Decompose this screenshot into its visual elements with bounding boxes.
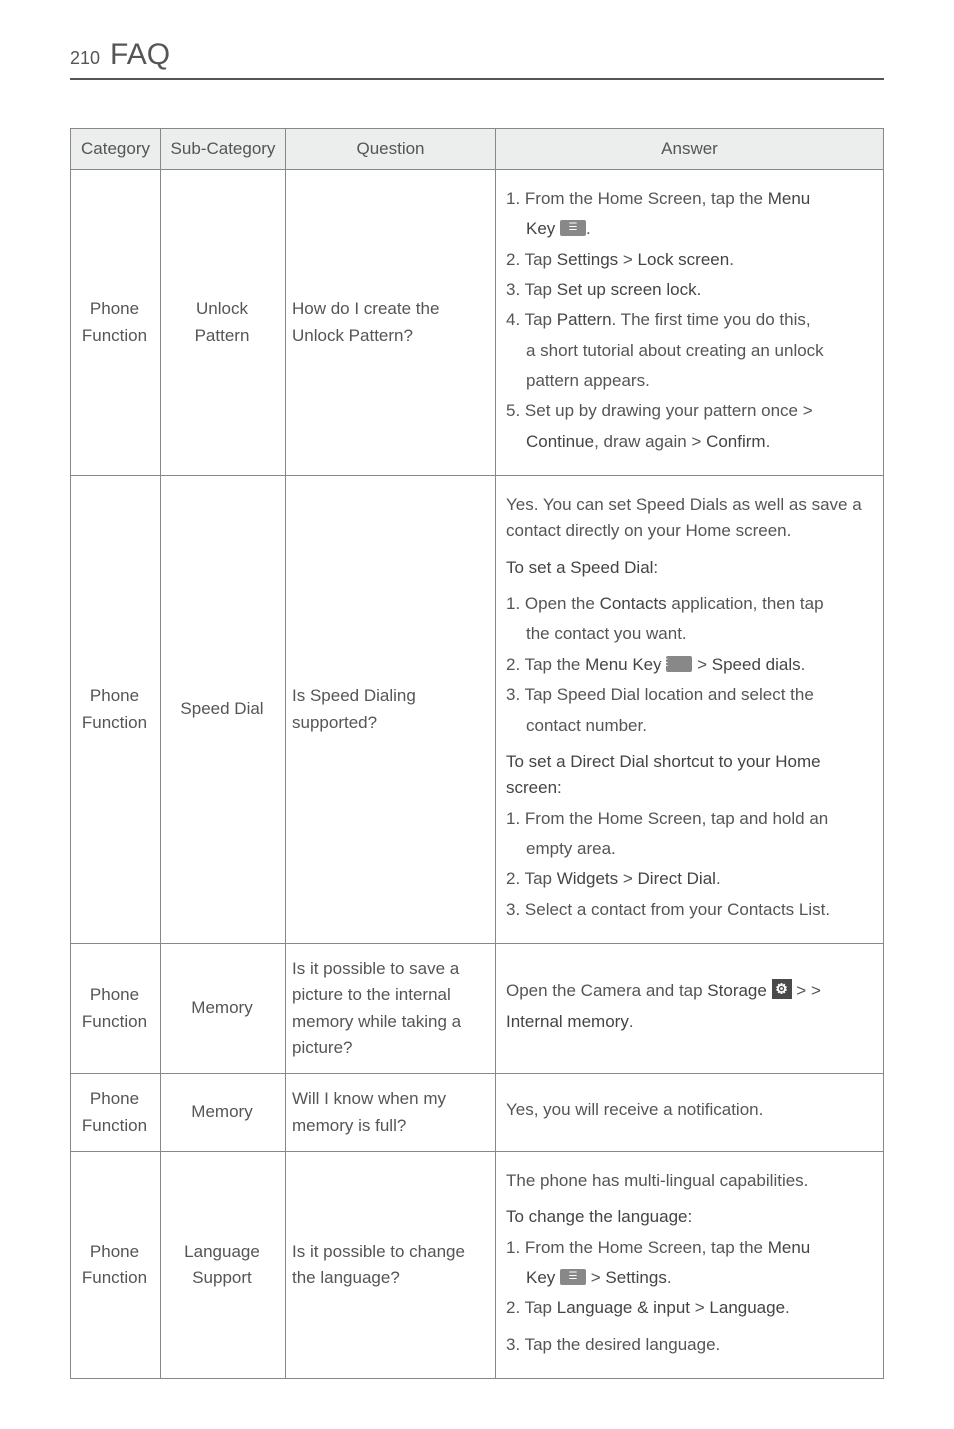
col-answer: Answer bbox=[496, 129, 884, 170]
answer-line: Continue, draw again > Confirm. bbox=[506, 429, 871, 455]
cell-category: Phone Function bbox=[71, 1074, 161, 1152]
answer-line: 1. From the Home Screen, tap the Menu bbox=[506, 1235, 871, 1261]
table-header-row: Category Sub-Category Question Answer bbox=[71, 129, 884, 170]
answer-line: the contact you want. bbox=[506, 621, 871, 647]
answer-line: 5. Set up by drawing your pattern once > bbox=[506, 398, 871, 424]
answer-line: To set a Speed Dial: bbox=[506, 555, 871, 581]
page-header: 210 FAQ bbox=[70, 38, 884, 80]
answer-line: 4. Tap Pattern. The first time you do th… bbox=[506, 307, 871, 333]
cell-subcategory: Unlock Pattern bbox=[161, 170, 286, 476]
col-question: Question bbox=[286, 129, 496, 170]
cell-category: Phone Function bbox=[71, 1151, 161, 1378]
answer-line: Yes, you will receive a notification. bbox=[506, 1097, 871, 1123]
col-subcategory: Sub-Category bbox=[161, 129, 286, 170]
answer-line: empty area. bbox=[506, 836, 871, 862]
answer-line: 2. Tap the Menu Key > Speed dials. bbox=[506, 652, 871, 678]
menu-key-icon bbox=[560, 1269, 586, 1285]
answer-line: 2. Tap Widgets > Direct Dial. bbox=[506, 866, 871, 892]
col-category: Category bbox=[71, 129, 161, 170]
answer-line: pattern appears. bbox=[506, 368, 871, 394]
answer-line: To set a Direct Dial shortcut to your Ho… bbox=[506, 749, 871, 802]
cell-category: Phone Function bbox=[71, 170, 161, 476]
answer-line: 3. Tap Speed Dial location and select th… bbox=[506, 682, 871, 708]
menu-key-icon bbox=[560, 220, 586, 236]
page-title: FAQ bbox=[110, 38, 170, 72]
cell-question: Will I know when my memory is full? bbox=[286, 1074, 496, 1152]
cell-question: Is it possible to change the language? bbox=[286, 1151, 496, 1378]
answer-line: 1. Open the Contacts application, then t… bbox=[506, 591, 871, 617]
answer-line: a short tutorial about creating an unloc… bbox=[506, 338, 871, 364]
faq-table: Category Sub-Category Question Answer Ph… bbox=[70, 128, 884, 1379]
cell-subcategory: Speed Dial bbox=[161, 476, 286, 944]
cell-answer: 1. From the Home Screen, tap the Menu Key… bbox=[496, 170, 884, 476]
cell-question: How do I create the Unlock Pattern? bbox=[286, 170, 496, 476]
cell-category: Phone Function bbox=[71, 476, 161, 944]
table-row: Phone FunctionLanguage SupportIs it poss… bbox=[71, 1151, 884, 1378]
answer-line: 1. From the Home Screen, tap the Menu bbox=[506, 186, 871, 212]
cell-category: Phone Function bbox=[71, 943, 161, 1073]
table-row: Phone FunctionSpeed DialIs Speed Dialing… bbox=[71, 476, 884, 944]
cell-question: Is it possible to save a picture to the … bbox=[286, 943, 496, 1073]
answer-line: The phone has multi-lingual capabilities… bbox=[506, 1168, 871, 1194]
cell-subcategory: Language Support bbox=[161, 1151, 286, 1378]
answer-line: Key . bbox=[506, 216, 871, 242]
table-row: Phone FunctionUnlock PatternHow do I cre… bbox=[71, 170, 884, 476]
cell-question: Is Speed Dialing supported? bbox=[286, 476, 496, 944]
page-container: 210 FAQ Category Sub-Category Question A… bbox=[0, 0, 954, 1429]
answer-line: Yes. You can set Speed Dials as well as … bbox=[506, 492, 871, 545]
page-number: 210 bbox=[70, 48, 100, 69]
cell-answer: Open the Camera and tap Storage > > Inter… bbox=[496, 943, 884, 1073]
answer-line: Key > Settings. bbox=[506, 1265, 871, 1291]
cell-answer: Yes, you will receive a notification. bbox=[496, 1074, 884, 1152]
answer-line: Open the Camera and tap Storage > > bbox=[506, 978, 871, 1004]
answer-line: 1. From the Home Screen, tap and hold an bbox=[506, 806, 871, 832]
cell-answer: The phone has multi-lingual capabilities… bbox=[496, 1151, 884, 1378]
cell-answer: Yes. You can set Speed Dials as well as … bbox=[496, 476, 884, 944]
answer-line: To change the language: bbox=[506, 1204, 871, 1230]
answer-line: 3. Tap the desired language. bbox=[506, 1332, 871, 1358]
cell-subcategory: Memory bbox=[161, 943, 286, 1073]
answer-line: 2. Tap Language & input > Language. bbox=[506, 1295, 871, 1321]
answer-line: Internal memory. bbox=[506, 1009, 871, 1035]
table-row: Phone FunctionMemoryWill I know when my … bbox=[71, 1074, 884, 1152]
menu-key-icon bbox=[666, 656, 692, 672]
cell-subcategory: Memory bbox=[161, 1074, 286, 1152]
answer-line: 3. Tap Set up screen lock. bbox=[506, 277, 871, 303]
answer-line: 3. Select a contact from your Contacts L… bbox=[506, 897, 871, 923]
answer-line: 2. Tap Settings > Lock screen. bbox=[506, 247, 871, 273]
answer-line: contact number. bbox=[506, 713, 871, 739]
gear-icon bbox=[772, 979, 792, 999]
table-row: Phone FunctionMemoryIs it possible to sa… bbox=[71, 943, 884, 1073]
